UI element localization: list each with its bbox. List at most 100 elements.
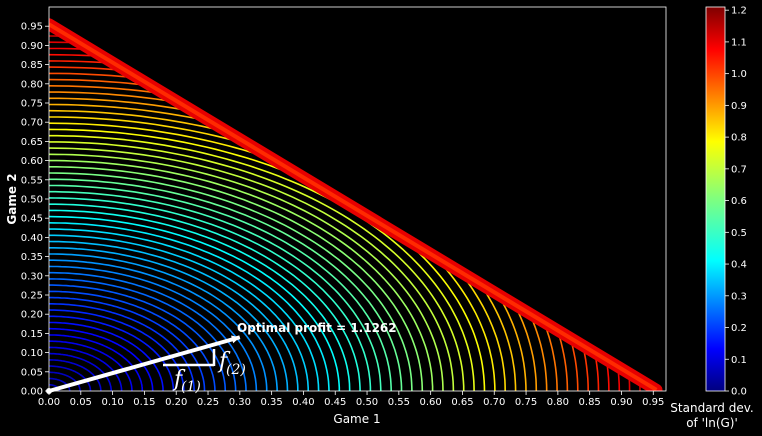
y-tick-label: 0.75 [21, 99, 43, 110]
contour-line [49, 296, 206, 391]
y-tick-label: 0.15 [21, 329, 43, 340]
x-tick-label: 0.80 [547, 397, 569, 408]
boundary-ridge-highlight [49, 22, 658, 391]
x-tick-label: 0.20 [165, 397, 187, 408]
colorbar-tick-label: 0.9 [731, 101, 747, 112]
y-tick-label: 0.55 [21, 175, 43, 186]
y-tick-label: 0.70 [21, 118, 43, 129]
y-tick-label: 0.65 [21, 137, 43, 148]
x-tick-label: 0.30 [229, 397, 251, 408]
contour-line [49, 215, 341, 391]
contour-line [49, 253, 278, 391]
contour-line [49, 309, 185, 391]
y-tick-label: 0.30 [21, 271, 43, 282]
contour-line [49, 209, 351, 391]
x-tick-label: 0.50 [356, 397, 378, 408]
contour-line [49, 284, 227, 391]
contour-line [49, 346, 123, 391]
colorbar-tick-label: 0.5 [731, 228, 747, 239]
contour-line [49, 172, 413, 391]
x-tick-label: 0.05 [70, 397, 92, 408]
contour-line [49, 197, 372, 391]
x-tick-label: 0.95 [642, 397, 664, 408]
contour-line [49, 247, 289, 391]
optimal-arrow-head [231, 335, 240, 344]
colorbar-title-line2: of 'ln(G)' [686, 416, 738, 430]
x-tick-label: 0.55 [388, 397, 410, 408]
contour-line [49, 278, 237, 391]
y-tick-label: 0.05 [21, 367, 43, 378]
y-tick-label: 0.90 [21, 41, 43, 52]
contour-line [49, 352, 112, 391]
contour-line [49, 153, 444, 391]
y-axis-ticks: 0.00 0.05 0.10 0.15 0.20 0.25 0.30 0.35 0.40 0.45… [21, 22, 49, 398]
contour-line [49, 327, 154, 391]
y-tick-label: 0.95 [21, 22, 43, 33]
y-tick-label: 0.40 [21, 233, 43, 244]
contour-line [49, 334, 144, 391]
x-tick-label: 0.35 [260, 397, 282, 408]
x-tick-label: 0.00 [38, 397, 60, 408]
contour-line [49, 147, 455, 391]
x-tick-label: 0.40 [292, 397, 314, 408]
contour-line [49, 315, 175, 391]
contour-line [49, 340, 133, 391]
x-tick-label: 0.25 [197, 397, 219, 408]
x-tick-label: 0.45 [324, 397, 346, 408]
x-tick-label: 0.90 [610, 397, 632, 408]
colorbar-tick-label: 0.6 [731, 196, 747, 207]
x-tick-label: 0.15 [133, 397, 155, 408]
y-tick-label: 0.50 [21, 195, 43, 206]
contour-line [49, 184, 392, 391]
x-tick-label: 0.10 [101, 397, 123, 408]
f2-subscript: (2) [226, 362, 246, 378]
contour-line [49, 234, 310, 391]
x-tick-label: 0.75 [515, 397, 537, 408]
contour-line [49, 365, 92, 391]
contour-line [49, 321, 164, 391]
contour-line [49, 377, 71, 391]
colorbar-tick-label: 0.8 [731, 133, 747, 144]
y-tick-label: 0.85 [21, 60, 43, 71]
y-tick-label: 0.00 [21, 387, 43, 398]
colorbar-tick-label: 0.7 [731, 164, 747, 175]
contour-lines [49, 18, 663, 391]
colorbar-tick-label: 0.3 [731, 291, 747, 302]
colorbar-gradient [705, 6, 726, 392]
y-tick-label: 0.80 [21, 79, 43, 90]
colorbar-tick-label: 0.4 [731, 260, 747, 271]
y-axis-label: Game 2 [5, 173, 19, 224]
colorbar-tick-label: 1.2 [731, 6, 747, 17]
colorbar-ticks: 0.0 0.1 0.2 0.3 0.4 0.5 0.6 0.7 0.8 0.9 1.0 1.1 1.2 [725, 6, 747, 398]
contour-line [49, 141, 465, 391]
f1-subscript: (1) [181, 379, 201, 395]
y-tick-label: 0.25 [21, 291, 43, 302]
contour-line [49, 271, 247, 391]
colorbar-tick-label: 1.1 [731, 37, 747, 48]
y-tick-label: 0.10 [21, 348, 43, 359]
colorbar-title-line1: Standard dev. [670, 401, 753, 415]
x-tick-label: 0.85 [579, 397, 601, 408]
contour-line [49, 222, 330, 391]
colorbar-tick-label: 0.1 [731, 355, 747, 366]
x-tick-label: 0.65 [451, 397, 473, 408]
contour-line [49, 228, 320, 391]
contour-line [49, 159, 434, 391]
x-tick-label: 0.70 [483, 397, 505, 408]
y-tick-label: 0.45 [21, 214, 43, 225]
colorbar-tick-label: 1.0 [731, 69, 747, 80]
y-tick-label: 0.60 [21, 156, 43, 167]
x-axis-label: Game 1 [333, 412, 380, 426]
y-tick-label: 0.35 [21, 252, 43, 263]
contour-line [49, 302, 195, 391]
x-tick-label: 0.60 [420, 397, 442, 408]
contour-line [49, 371, 81, 391]
colorbar: 0.00.10.20.30.40.50.60.70.80.91.01.11.2 … [670, 6, 753, 430]
contour-line [49, 190, 382, 391]
contour-line [49, 178, 403, 391]
y-tick-label: 0.20 [21, 310, 43, 321]
x-axis-ticks: 0.00 0.05 0.10 0.15 0.20 0.25 0.30 0.35 0.40 0.45… [38, 391, 664, 408]
contour-line [49, 259, 268, 391]
contour-line [49, 265, 258, 391]
